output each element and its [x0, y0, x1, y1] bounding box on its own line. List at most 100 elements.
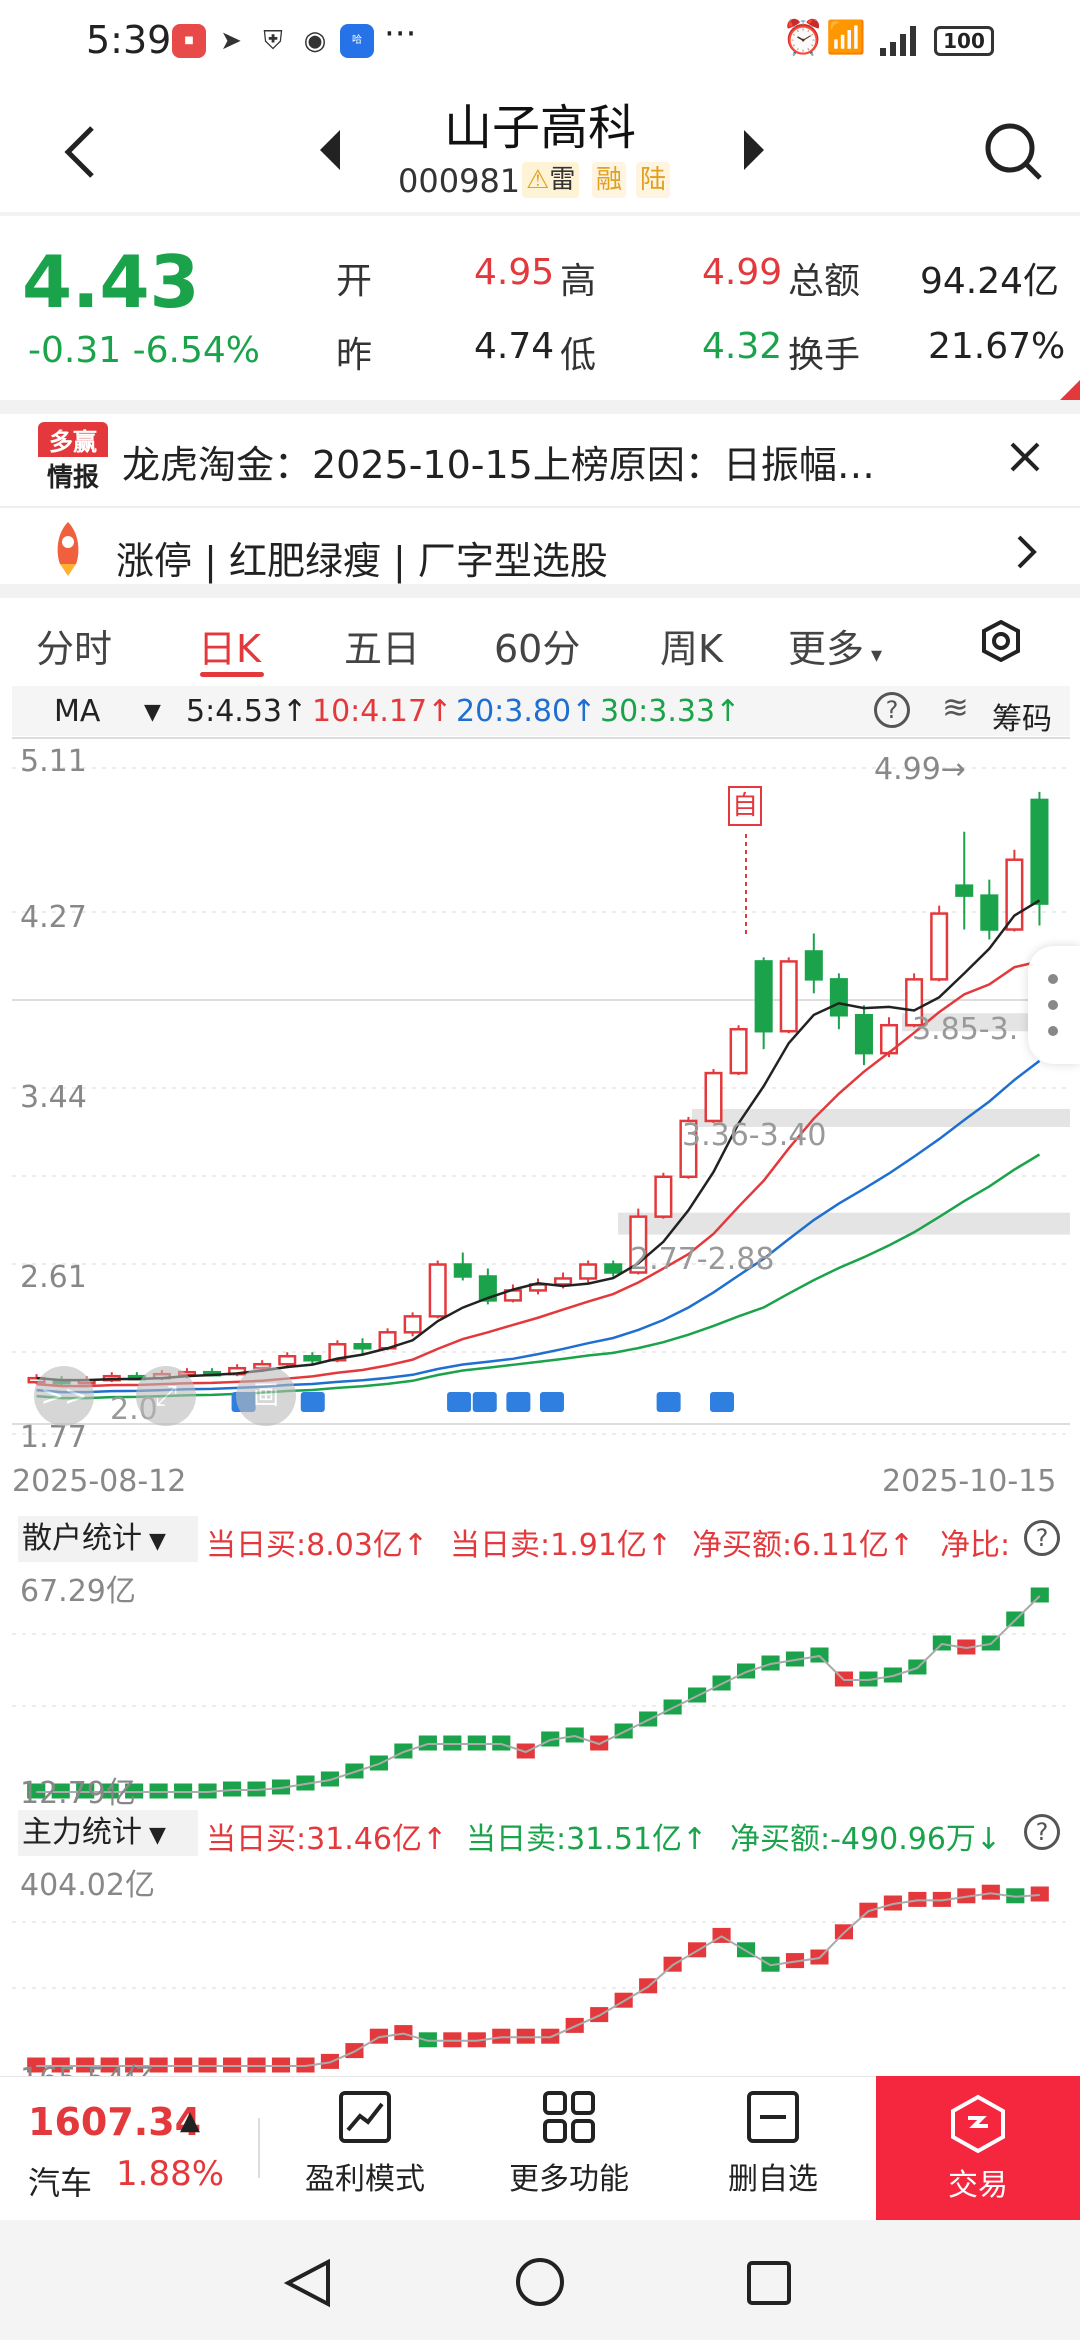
- nav-back-icon[interactable]: [284, 2258, 332, 2308]
- retail-help-icon[interactable]: ?: [1024, 1520, 1060, 1556]
- database-icon[interactable]: ≋: [942, 688, 969, 726]
- corner-indicator: [1060, 380, 1080, 400]
- chip-button[interactable]: 筹码: [992, 702, 1052, 737]
- candle-body: [779, 960, 798, 1033]
- candle-body: [554, 1277, 573, 1286]
- tab-weekly-k[interactable]: 周K: [660, 627, 723, 671]
- candle-body: [1030, 798, 1049, 905]
- close-icon[interactable]: [1008, 440, 1042, 474]
- nav-recents-icon[interactable]: [746, 2260, 792, 2306]
- banner-section-divider: [0, 584, 1080, 598]
- flow-bar: [516, 2028, 535, 2044]
- risk-tag[interactable]: ⚠雷: [522, 162, 580, 198]
- main-chart: [12, 1884, 1070, 2073]
- start-date: 2025-08-12: [12, 1464, 187, 1499]
- side-menu-handle[interactable]: [1028, 946, 1080, 1064]
- tab-more[interactable]: 更多 ▾: [788, 627, 883, 671]
- wechat-icon: ◉: [303, 26, 327, 56]
- tab-intraday[interactable]: 分时: [36, 627, 113, 671]
- retail-chart: [12, 1587, 1070, 1799]
- fullscreen-icon[interactable]: ⤢: [136, 1366, 196, 1426]
- strategy-banner-text[interactable]: 涨停 | 红肥绿瘦 | 厂字型选股: [116, 539, 608, 583]
- ma-line-ma20: [36, 1059, 1041, 1394]
- open-value: 4.95: [474, 252, 555, 293]
- retail-select[interactable]: 散户统计 ▼: [18, 1516, 198, 1562]
- total-label: 总额: [788, 261, 861, 302]
- indicator-dropdown-icon[interactable]: ▼: [144, 700, 161, 725]
- arrow-tool-icon[interactable]: >>: [34, 1366, 94, 1426]
- candle-body: [729, 1027, 748, 1075]
- candle-body: [754, 960, 773, 1033]
- draw-tool-icon[interactable]: 画: [236, 1366, 296, 1426]
- stock-code: 000981: [398, 162, 521, 200]
- app-notification-icon: ■: [172, 24, 206, 58]
- y-label-2: 4.27: [20, 900, 87, 935]
- indicator-select[interactable]: MA: [54, 694, 101, 729]
- alarm-icon: ⏰: [782, 18, 825, 58]
- candle-body: [604, 1263, 623, 1274]
- open-label: 开: [336, 261, 373, 302]
- connect-tag[interactable]: 陆: [636, 162, 671, 198]
- profit-mode-button[interactable]: 盈利模式: [290, 2090, 440, 2198]
- flow-bar: [1030, 1587, 1049, 1603]
- candle-body: [980, 894, 999, 931]
- self-marker[interactable]: 自: [728, 786, 762, 826]
- index-pct: 1.88%: [116, 2154, 225, 2194]
- candle-body: [905, 978, 924, 1027]
- stock-name: 山子高科: [443, 100, 636, 156]
- prev-label: 昨: [336, 335, 373, 376]
- battery-icon: 100: [934, 26, 994, 56]
- nav-home-icon[interactable]: [514, 2256, 566, 2308]
- index-value[interactable]: 1607.34: [28, 2100, 202, 2144]
- high-value: 4.99: [702, 252, 783, 293]
- more-functions-button[interactable]: 更多功能: [494, 2090, 644, 2198]
- flow-line: [36, 1892, 1040, 2067]
- retail-y-bottom: 12.79亿: [20, 1776, 136, 1811]
- chevron-right-icon[interactable]: [1016, 534, 1038, 570]
- duoying-logo: 多赢 情报: [38, 422, 108, 493]
- tab-daily-k[interactable]: 日K: [198, 627, 261, 671]
- kline-chart[interactable]: [12, 736, 1070, 1456]
- flow-bar: [492, 2028, 511, 2044]
- candle-body: [654, 1175, 673, 1218]
- remove-watchlist-button[interactable]: 删自选: [698, 2090, 848, 2198]
- candle-body: [679, 1119, 698, 1179]
- trend-chart-icon: [339, 2091, 391, 2143]
- search-icon[interactable]: [982, 120, 1046, 184]
- retail-ratio: 净比:: [940, 1528, 1011, 1563]
- longhu-banner-text[interactable]: 龙虎淘金：2025-10-15上榜原因：日振幅…: [122, 443, 875, 487]
- help-icon[interactable]: ?: [874, 692, 910, 728]
- candle-body: [303, 1354, 322, 1362]
- candle-body: [353, 1343, 372, 1350]
- ma-line-ma5: [36, 899, 1041, 1382]
- next-stock-icon[interactable]: [740, 128, 766, 172]
- hellobike-icon: 哈: [340, 24, 374, 58]
- tab-five-day[interactable]: 五日: [344, 627, 421, 671]
- main-help-icon[interactable]: ?: [1024, 1814, 1060, 1850]
- settings-icon[interactable]: [980, 620, 1022, 662]
- y-label-3: 3.44: [20, 1080, 87, 1115]
- active-tab-indicator: [200, 672, 264, 677]
- candle-body: [1005, 858, 1024, 931]
- ma5-value: 5:4.53↑: [186, 694, 308, 729]
- candle-body: [704, 1071, 723, 1123]
- quote-divider: [0, 400, 1080, 414]
- price-change: -0.31 -6.54%: [28, 330, 260, 371]
- turnover-value: 21.67%: [928, 326, 1066, 367]
- header-divider: [0, 212, 1080, 216]
- notice-badge: [447, 1392, 472, 1412]
- candle-body: [453, 1263, 472, 1278]
- notice-badge: [656, 1392, 681, 1412]
- tab-60min[interactable]: 60分: [494, 627, 581, 671]
- status-bar: 5:39 ■ ➤ ⛨ ◉ 哈 ··· ⏰ 📶 100: [0, 0, 1080, 80]
- trade-button[interactable]: 交易: [876, 2076, 1080, 2220]
- index-name[interactable]: 汽车: [28, 2164, 93, 2202]
- main-select[interactable]: 主力统计 ▼: [18, 1810, 198, 1856]
- prev-stock-icon[interactable]: [318, 128, 344, 172]
- ma10-value: 10:4.17↑: [312, 694, 453, 729]
- margin-tag[interactable]: 融: [592, 162, 627, 198]
- more-notifications-icon: ···: [384, 14, 417, 54]
- bottom-separator: [258, 2118, 260, 2178]
- back-icon[interactable]: [60, 124, 100, 180]
- notice-badge: [709, 1392, 734, 1412]
